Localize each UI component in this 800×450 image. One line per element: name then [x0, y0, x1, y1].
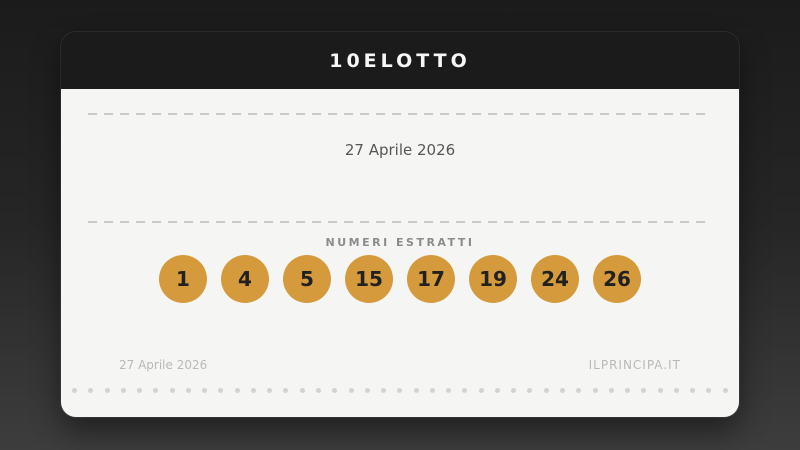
perforation-dot [673, 388, 679, 393]
numbers-extracted-label: NUMERI ESTRATTI [325, 236, 475, 249]
perforation-dot [625, 388, 631, 393]
perforation-dot [299, 388, 305, 393]
perforation-dot [120, 388, 126, 393]
perforation-dot [104, 388, 110, 393]
perforation-dot [153, 388, 159, 393]
number-ball-17: 17 [407, 255, 455, 303]
divider-middle-dashed [88, 221, 711, 223]
perforation-dot [494, 388, 500, 393]
perforation-dot [137, 388, 143, 393]
number-ball-15: 15 [345, 255, 393, 303]
draw-date: 27 Aprile 2026 [344, 141, 456, 159]
perforation-dot [72, 388, 77, 393]
numbers-row: 1 4 5 15 17 19 24 26 [61, 255, 739, 303]
perforation-dot [543, 388, 549, 393]
perforation-dot [332, 388, 338, 393]
number-ball-4: 4 [221, 255, 269, 303]
number-ball-19: 19 [469, 255, 517, 303]
perforation-dot [218, 388, 224, 393]
lottery-result-card: 10ELOTTO 27 Aprile 2026 NUMERI ESTRATTI … [61, 32, 739, 417]
number-ball-26: 26 [593, 255, 641, 303]
perforation-dot [381, 388, 387, 393]
perforation-dot [364, 388, 370, 393]
game-title: 10ELOTTO [329, 49, 471, 72]
footer-site-label: ILPRINCIPA.IT [588, 358, 681, 372]
perforation-dot [202, 388, 208, 393]
perforation-dot [722, 388, 728, 393]
perforation-dot [706, 388, 712, 393]
perforation-dot [234, 388, 240, 393]
perforation-dot [511, 388, 517, 393]
card-footer: 27 Aprile 2026 ILPRINCIPA.IT [119, 358, 681, 373]
perforation-dot [462, 388, 468, 393]
perforation-dot [429, 388, 435, 393]
perforation-dot [527, 388, 533, 393]
number-ball-5: 5 [283, 255, 331, 303]
perforation-dot [267, 388, 273, 393]
perforation-dot [315, 388, 321, 393]
perforation-dot [185, 388, 191, 393]
perforation-dot [657, 388, 663, 393]
perforation-dot [413, 388, 419, 393]
card-header: 10ELOTTO [61, 32, 739, 89]
perforation-dot [576, 388, 582, 393]
perforation-dot [397, 388, 403, 393]
perforation-dot [283, 388, 289, 393]
perforation-dot [88, 388, 94, 393]
perforation-dot [641, 388, 647, 393]
divider-top-dashed [88, 113, 711, 115]
footer-date: 27 Aprile 2026 [119, 358, 208, 372]
perforation-dot [478, 388, 484, 393]
card-body: 27 Aprile 2026 NUMERI ESTRATTI 1 4 5 15 17 19… [61, 89, 739, 417]
number-ball-24: 24 [531, 255, 579, 303]
perforation-dot [169, 388, 175, 393]
perforation-dots [72, 388, 728, 393]
perforation-dot [250, 388, 256, 393]
perforation-dot [690, 388, 696, 393]
perforation-dot [446, 388, 452, 393]
number-ball-1: 1 [159, 255, 207, 303]
perforation-dot [348, 388, 354, 393]
perforation-dot [608, 388, 614, 393]
perforation-dot [559, 388, 565, 393]
perforation-dot [592, 388, 598, 393]
